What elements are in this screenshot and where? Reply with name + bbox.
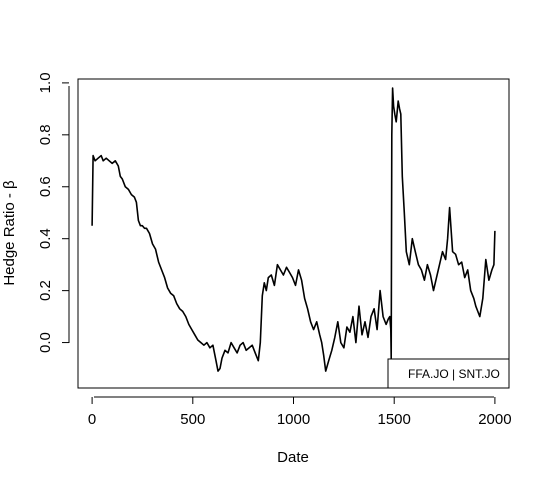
x-tick-label: 0 bbox=[88, 411, 96, 428]
y-axis: 0.0 0.2 0.4 0.6 0.8 1.0 bbox=[37, 72, 70, 353]
x-axis-label: Date bbox=[277, 449, 309, 466]
y-tick-label: 0.4 bbox=[37, 228, 54, 249]
series-layer bbox=[91, 87, 496, 372]
x-tick-label: 1000 bbox=[277, 411, 310, 428]
y-tick-label: 0.8 bbox=[37, 124, 54, 145]
x-tick-label: 1500 bbox=[378, 411, 411, 428]
x-tick-label: 2000 bbox=[478, 411, 511, 428]
legend-box bbox=[387, 358, 510, 389]
y-tick-label: 0.2 bbox=[37, 280, 54, 301]
y-tick-label: 0.6 bbox=[37, 176, 54, 197]
x-axis: 0 500 1000 1500 2000 bbox=[88, 396, 512, 428]
x-tick-label: 500 bbox=[180, 411, 205, 428]
y-axis-label: Hedge Ratio - β bbox=[1, 180, 18, 286]
plot-frame bbox=[77, 78, 510, 389]
legend: FFA.JO | SNT.JO bbox=[387, 358, 510, 389]
series-line-0 bbox=[91, 87, 496, 372]
y-tick-label: 1.0 bbox=[37, 72, 54, 93]
legend-entry: FFA.JO | SNT.JO bbox=[408, 367, 500, 381]
y-tick-label: 0.0 bbox=[37, 332, 54, 353]
